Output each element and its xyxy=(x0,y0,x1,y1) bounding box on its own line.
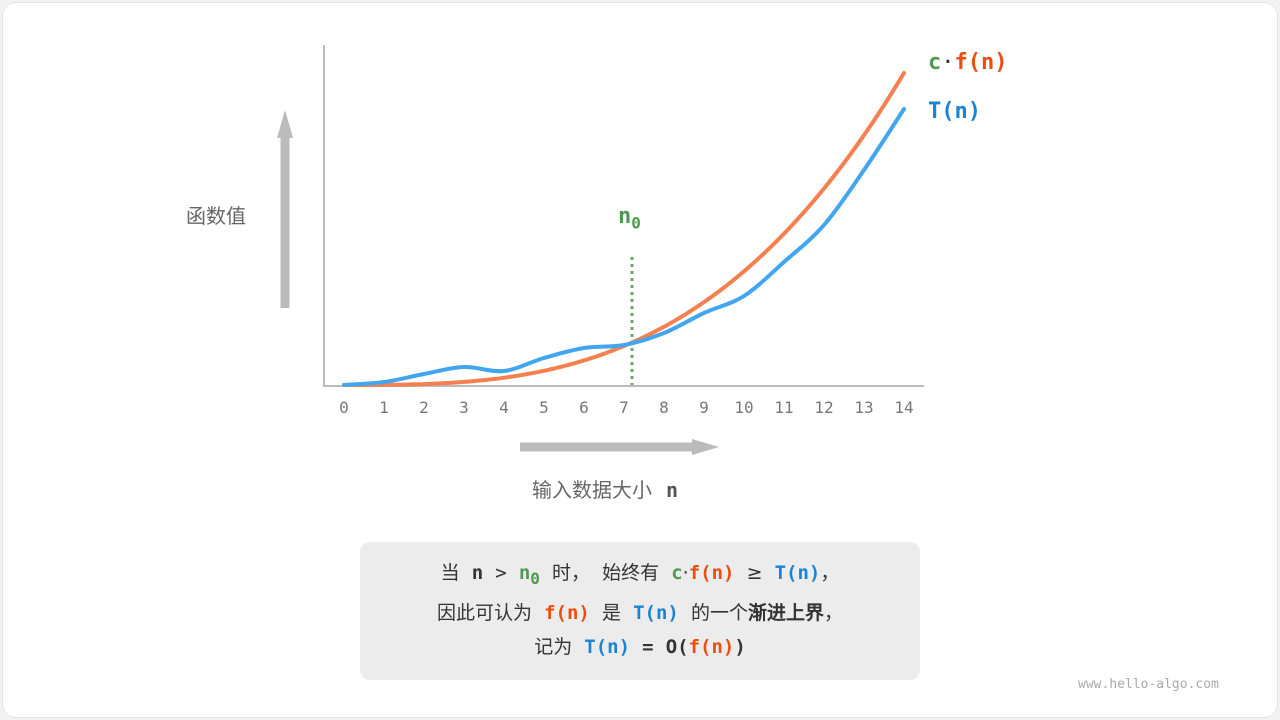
t: ≥ xyxy=(746,562,763,584)
t: 渐进上界 xyxy=(747,601,824,624)
x-tick-label: 1 xyxy=(379,398,389,417)
caption-line-2: 因此可认为 f(n) 是 T(n) 的一个渐进上界， xyxy=(360,596,920,630)
legend-cf: c·f(n) xyxy=(928,50,1007,75)
x-tick-label: 12 xyxy=(814,398,833,417)
t: 始终有 xyxy=(602,562,660,584)
legend-f: f(n) xyxy=(954,50,1008,75)
y-axis-label: 函数值 xyxy=(186,204,246,228)
t: · xyxy=(682,562,689,584)
n0-base: n xyxy=(618,204,632,229)
tn-curve xyxy=(342,107,906,387)
x-tick-label: 3 xyxy=(459,398,469,417)
x-tick-label: 0 xyxy=(339,398,349,417)
x-arrow-icon xyxy=(692,439,719,455)
x-tick-label: 14 xyxy=(894,398,913,417)
t: f(n) xyxy=(688,562,735,584)
caption-line-3: 记为 T(n) = O(f(n)) xyxy=(360,630,920,664)
x-tick-label: 8 xyxy=(659,398,669,417)
t: f(n) xyxy=(544,601,590,624)
t: 的一个 xyxy=(690,601,748,624)
n0-label: n0 xyxy=(618,204,641,232)
t: T(n) xyxy=(633,601,679,624)
x-tick-label: 7 xyxy=(619,398,629,417)
t: 当 xyxy=(440,562,460,584)
t: n xyxy=(471,562,484,584)
x-tick-label: 13 xyxy=(854,398,873,417)
t: T(n) xyxy=(584,635,631,658)
x-tick-label: 2 xyxy=(419,398,429,417)
t: 记为 xyxy=(534,635,573,658)
t: O( xyxy=(665,635,689,658)
t: = xyxy=(642,635,654,658)
legend-dot: · xyxy=(941,50,955,75)
x-tick-label: 9 xyxy=(699,398,709,417)
t: 时， xyxy=(552,562,591,584)
t: f(n) xyxy=(688,635,735,658)
watermark: www.hello-algo.com xyxy=(1078,677,1219,692)
t: 因此可认为 xyxy=(437,601,533,624)
legend-c: c xyxy=(928,50,942,75)
x-tick-label: 5 xyxy=(539,398,549,417)
t: ) xyxy=(734,635,746,658)
x-axis-var: n xyxy=(666,478,679,502)
x-tick-label: 4 xyxy=(499,398,509,417)
t: 是 xyxy=(601,601,621,624)
x-tick-label: 11 xyxy=(774,398,793,417)
x-axis-label: 输入数据大小 n xyxy=(532,474,678,503)
n0-sub: 0 xyxy=(631,213,641,233)
legend-tn: T(n) xyxy=(928,99,981,124)
y-arrow-icon xyxy=(277,110,293,138)
caption-line-1: 当 n > n0 时， 始终有 c·f(n) ≥ T(n)， xyxy=(360,556,920,596)
t: > xyxy=(495,562,507,584)
t: n0 xyxy=(518,562,540,588)
x-tick-label: 6 xyxy=(579,398,589,417)
t: ， xyxy=(823,601,843,624)
t: n xyxy=(518,562,531,584)
x-tick-label: 10 xyxy=(734,398,753,417)
t: ， xyxy=(820,562,840,584)
t: T(n) xyxy=(774,562,821,584)
caption-box: 当 n > n0 时， 始终有 c·f(n) ≥ T(n)， 因此可认为 f(n… xyxy=(360,542,920,680)
t: c xyxy=(671,562,683,584)
t: 0 xyxy=(530,568,540,588)
x-axis-label-text: 输入数据大小 xyxy=(532,478,652,502)
